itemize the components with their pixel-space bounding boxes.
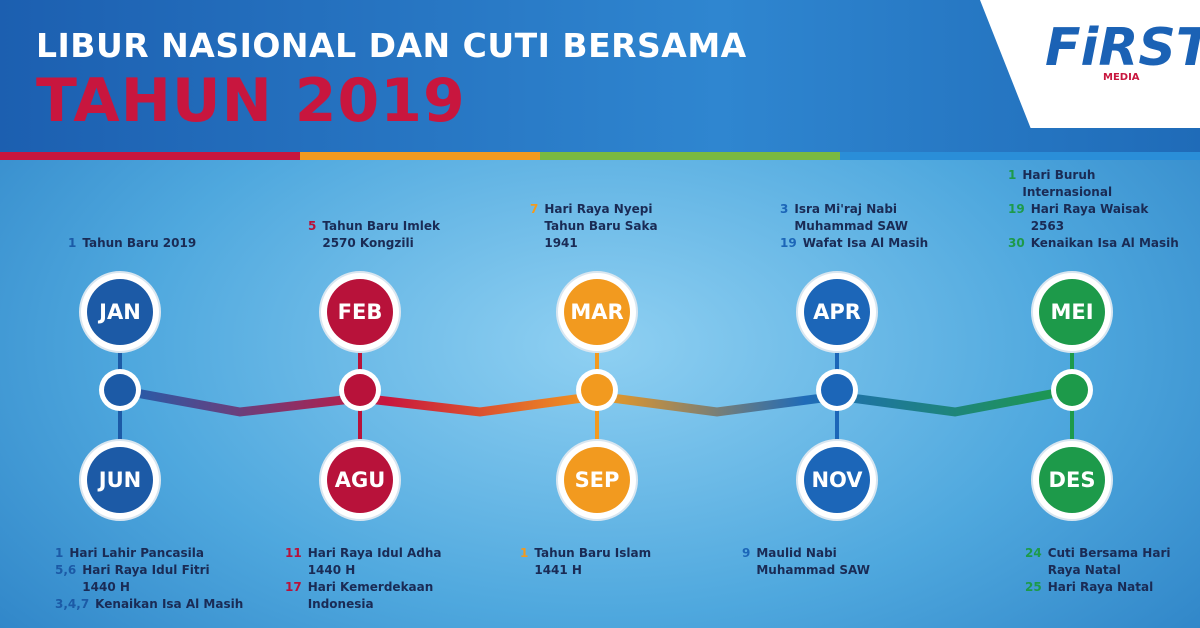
holiday-date: 30 bbox=[1008, 236, 1025, 250]
holiday-item: 3 Isra Mi'raj Nabi Muhammad SAW bbox=[780, 201, 1010, 235]
holiday-name: Hari Lahir Pancasila bbox=[69, 546, 204, 560]
holiday-name: Cuti Bersama Hari Raya Natal bbox=[1047, 546, 1171, 577]
holiday-list: 3 Isra Mi'raj Nabi Muhammad SAW 19 Wafat Is… bbox=[780, 201, 1010, 252]
holiday-date: 9 bbox=[742, 546, 751, 560]
holiday-item: 1 Hari Lahir Pancasila bbox=[55, 545, 285, 562]
month-circle bbox=[327, 447, 393, 513]
month-label: MEI bbox=[1050, 300, 1093, 324]
holiday-list: 5 Tahun Baru Imlek 2570 Kongzili bbox=[308, 218, 538, 252]
holiday-date: 11 bbox=[285, 546, 302, 560]
node bbox=[1056, 374, 1088, 406]
month-circle bbox=[564, 279, 630, 345]
holiday-date: 24 bbox=[1025, 546, 1042, 560]
holiday-date: 5,6 bbox=[55, 563, 77, 577]
month-circle bbox=[804, 279, 870, 345]
holiday-list: 7 Hari Raya Nyepi Tahun Baru Saka 1941 bbox=[530, 201, 760, 252]
holiday-date: 3,4,7 bbox=[55, 597, 90, 611]
holiday-date: 7 bbox=[530, 202, 539, 216]
holiday-list: 1 Hari Lahir Pancasila 5,6 Hari Raya Idul F… bbox=[55, 545, 285, 613]
node bbox=[104, 374, 136, 406]
holiday-name: Tahun Baru Islam 1441 H bbox=[534, 546, 652, 577]
holiday-item: 7 Hari Raya Nyepi Tahun Baru Saka 1941 bbox=[530, 201, 760, 252]
node bbox=[821, 374, 853, 406]
holiday-list: 9 Maulid Nabi Muhammad SAW bbox=[742, 545, 972, 579]
holiday-item: 24 Cuti Bersama Hari Raya Natal bbox=[1025, 545, 1200, 579]
node bbox=[344, 374, 376, 406]
holiday-list: 1 Hari Buruh Internasional 19 Hari Raya Wai… bbox=[1008, 167, 1200, 252]
holiday-list: 24 Cuti Bersama Hari Raya Natal 25 Hari Ray… bbox=[1025, 545, 1200, 596]
holiday-date: 1 bbox=[68, 236, 77, 250]
logo-sub: MEDIA bbox=[1103, 72, 1140, 83]
holiday-name: Hari Buruh Internasional bbox=[1022, 168, 1113, 199]
month-label: DES bbox=[1049, 468, 1096, 492]
month-circle bbox=[327, 279, 393, 345]
logo: FiRST bbox=[1045, 18, 1200, 78]
holiday-date: 19 bbox=[780, 236, 797, 250]
holiday-name: Hari Kemerdekaan Indonesia bbox=[307, 580, 434, 611]
holiday-item: 3,4,7 Kenaikan Isa Al Masih bbox=[55, 596, 285, 613]
holiday-item: 9 Maulid Nabi Muhammad SAW bbox=[742, 545, 972, 579]
holiday-name: Hari Raya Waisak 2563 bbox=[1030, 202, 1149, 233]
holiday-name: Wafat Isa Al Masih bbox=[802, 236, 929, 250]
month-label: SEP bbox=[575, 468, 620, 492]
holiday-date: 3 bbox=[780, 202, 789, 216]
holiday-item: 19 Wafat Isa Al Masih bbox=[780, 235, 1010, 252]
color-stripe bbox=[0, 152, 1200, 160]
holiday-date: 1 bbox=[520, 546, 529, 560]
holiday-item: 1 Tahun Baru Islam 1441 H bbox=[520, 545, 750, 579]
holiday-name: Hari Raya Natal bbox=[1047, 580, 1154, 594]
holiday-name: Tahun Baru Imlek 2570 Kongzili bbox=[322, 219, 440, 250]
month-label: MAR bbox=[570, 300, 623, 324]
month-circle bbox=[1039, 447, 1105, 513]
holiday-list: 1 Tahun Baru 2019 bbox=[68, 235, 298, 252]
month-label: APR bbox=[813, 300, 861, 324]
holiday-date: 19 bbox=[1008, 202, 1025, 216]
holiday-item: 5,6 Hari Raya Idul Fitri 1440 H bbox=[55, 562, 285, 596]
holiday-list: 11 Hari Raya Idul Adha 1440 H 17 Hari Kemer… bbox=[285, 545, 515, 613]
holiday-date: 25 bbox=[1025, 580, 1042, 594]
holiday-name: Kenaikan Isa Al Masih bbox=[95, 597, 244, 611]
month-label: AGU bbox=[335, 468, 386, 492]
holiday-item: 11 Hari Raya Idul Adha 1440 H bbox=[285, 545, 515, 579]
holiday-date: 1 bbox=[55, 546, 64, 560]
month-circle bbox=[87, 279, 153, 345]
month-label: NOV bbox=[811, 468, 863, 492]
holiday-item: 30 Kenaikan Isa Al Masih bbox=[1008, 235, 1200, 252]
node bbox=[581, 374, 613, 406]
holiday-item: 17 Hari Kemerdekaan Indonesia bbox=[285, 579, 515, 613]
month-circle bbox=[564, 447, 630, 513]
holiday-name: Hari Raya Nyepi Tahun Baru Saka 1941 bbox=[544, 202, 658, 250]
holiday-item: 25 Hari Raya Natal bbox=[1025, 579, 1200, 596]
holiday-item: 1 Hari Buruh Internasional bbox=[1008, 167, 1200, 201]
month-label: JAN bbox=[97, 300, 141, 324]
month-circle bbox=[87, 447, 153, 513]
title: LIBUR NASIONAL DAN CUTI BERSAMA bbox=[36, 26, 747, 65]
holiday-name: Tahun Baru 2019 bbox=[82, 236, 197, 250]
month-circle bbox=[1039, 279, 1105, 345]
holiday-name: Isra Mi'raj Nabi Muhammad SAW bbox=[794, 202, 908, 233]
holiday-item: 19 Hari Raya Waisak 2563 bbox=[1008, 201, 1200, 235]
holiday-date: 1 bbox=[1008, 168, 1017, 182]
holiday-item: 1 Tahun Baru 2019 bbox=[68, 235, 298, 252]
holiday-name: Maulid Nabi Muhammad SAW bbox=[756, 546, 870, 577]
holiday-item: 5 Tahun Baru Imlek 2570 Kongzili bbox=[308, 218, 538, 252]
holiday-date: 17 bbox=[285, 580, 302, 594]
holiday-name: Hari Raya Idul Adha 1440 H bbox=[307, 546, 442, 577]
month-label: JUN bbox=[97, 468, 141, 492]
holiday-name: Kenaikan Isa Al Masih bbox=[1030, 236, 1179, 250]
holiday-list: 1 Tahun Baru Islam 1441 H bbox=[520, 545, 750, 579]
month-circle bbox=[804, 447, 870, 513]
holiday-date: 5 bbox=[308, 219, 317, 233]
subtitle: TAHUN 2019 bbox=[36, 66, 466, 136]
month-label: FEB bbox=[338, 300, 383, 324]
holiday-name: Hari Raya Idul Fitri 1440 H bbox=[82, 563, 210, 594]
